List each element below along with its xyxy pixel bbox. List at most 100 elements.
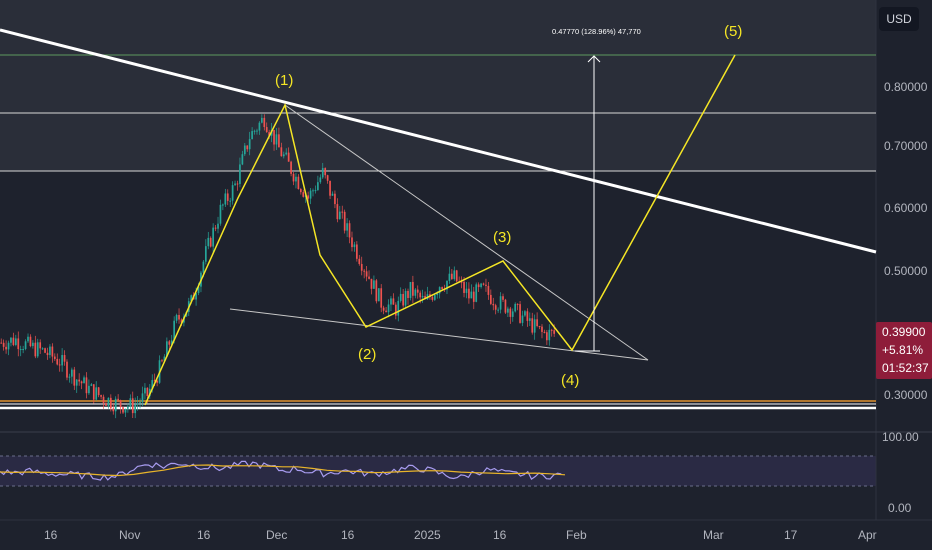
y-tick-0.60: 0.60000 — [884, 201, 928, 215]
candle-body — [24, 341, 27, 350]
candle-body — [441, 287, 443, 290]
candle-body — [356, 244, 358, 259]
candle-body — [161, 360, 163, 362]
candle-body — [17, 338, 20, 350]
candle-body — [134, 404, 137, 414]
candle-body — [100, 395, 102, 397]
price-axis — [876, 0, 932, 520]
candle-body — [180, 319, 183, 323]
candle-body — [153, 380, 156, 382]
candle-body — [204, 246, 207, 262]
candle-body — [190, 295, 193, 302]
candle-body — [433, 295, 436, 300]
rsi-ma-line — [0, 464, 566, 477]
candle-body — [470, 291, 473, 299]
candle-body — [309, 190, 312, 199]
candle-body — [312, 190, 314, 192]
candle-body — [66, 361, 68, 378]
candle-body — [358, 258, 361, 264]
candle-body — [317, 182, 319, 191]
candle-body — [241, 154, 244, 165]
candle-body — [229, 200, 232, 202]
wave-label-4: (4) — [561, 372, 579, 389]
candle-body — [465, 288, 468, 293]
candle-body — [46, 352, 49, 356]
candle-body — [139, 402, 141, 404]
candle-body — [404, 290, 407, 306]
candle-body — [14, 338, 17, 345]
x-tick-apr: Apr — [858, 528, 877, 542]
candle-body — [178, 314, 180, 320]
candle-body — [392, 298, 395, 305]
candle-body — [170, 340, 173, 345]
candle-body — [314, 190, 317, 192]
candle-body — [129, 398, 132, 407]
candle-body — [368, 276, 370, 279]
candle-body — [511, 311, 514, 317]
candle-body — [360, 263, 363, 271]
price-badge-change: +5.81% — [882, 343, 923, 357]
candle-body — [109, 397, 112, 409]
currency-button[interactable]: USD — [879, 7, 919, 31]
candle-body — [275, 134, 278, 145]
candle-body — [75, 379, 78, 386]
descending-trendline — [0, 28, 877, 254]
candle-body — [285, 152, 288, 155]
candle-body — [407, 290, 409, 298]
candle-body — [29, 336, 32, 347]
price-badge-price: 0.39900 — [882, 325, 926, 339]
candle-body — [346, 223, 348, 231]
candle-body — [460, 281, 463, 283]
candle-body — [297, 176, 300, 190]
candle-body — [526, 311, 529, 321]
candle-body — [107, 397, 110, 406]
candle-body — [95, 387, 98, 400]
candle-body — [453, 270, 456, 279]
candle-body — [348, 223, 351, 238]
rsi-tick-100: 100.00 — [882, 430, 919, 444]
wave-label-2: (2) — [358, 346, 376, 363]
candle-body — [246, 145, 249, 150]
candle-body — [53, 356, 56, 359]
candle-body — [44, 348, 46, 353]
candle-body — [451, 273, 453, 279]
price-badge-countdown: 01:52:37 — [882, 361, 929, 375]
candle-body — [521, 315, 524, 323]
candle-body — [234, 183, 236, 186]
candle-body — [127, 406, 129, 409]
candle-body — [166, 341, 168, 357]
candle-body — [92, 384, 95, 400]
candle-body — [222, 204, 224, 206]
candle-body — [258, 122, 261, 131]
candle-body — [146, 387, 149, 397]
candle-body — [416, 289, 419, 293]
candle-body — [419, 292, 422, 298]
candle-body — [438, 287, 441, 294]
candle-body — [485, 284, 487, 286]
candle-body — [141, 393, 144, 403]
candle-body — [212, 227, 214, 247]
candle-body — [22, 349, 24, 351]
candle-body — [504, 299, 507, 313]
candle-body — [105, 403, 107, 406]
x-tick-16-nov: 16 — [197, 528, 211, 542]
wave-label-1: (1) — [275, 72, 293, 89]
candle-body — [531, 318, 534, 333]
candle-body — [338, 211, 341, 220]
candle-body — [7, 342, 10, 350]
candle-body — [543, 331, 546, 333]
y-tick-0.80: 0.80000 — [884, 80, 928, 94]
measure-label: 0.47770 (128.96%) 47,770 — [552, 27, 641, 36]
candle-body — [34, 342, 37, 357]
candle-body — [131, 398, 134, 414]
candle-body — [326, 175, 329, 181]
candle-body — [219, 204, 222, 224]
candle-body — [243, 145, 246, 155]
elliott-wave-path — [144, 54, 736, 406]
candle-body — [548, 329, 551, 341]
candle-body — [497, 309, 499, 311]
candle-body — [263, 117, 266, 128]
candle-body — [431, 297, 434, 300]
candle-body — [207, 237, 210, 247]
candle-body — [73, 369, 76, 386]
